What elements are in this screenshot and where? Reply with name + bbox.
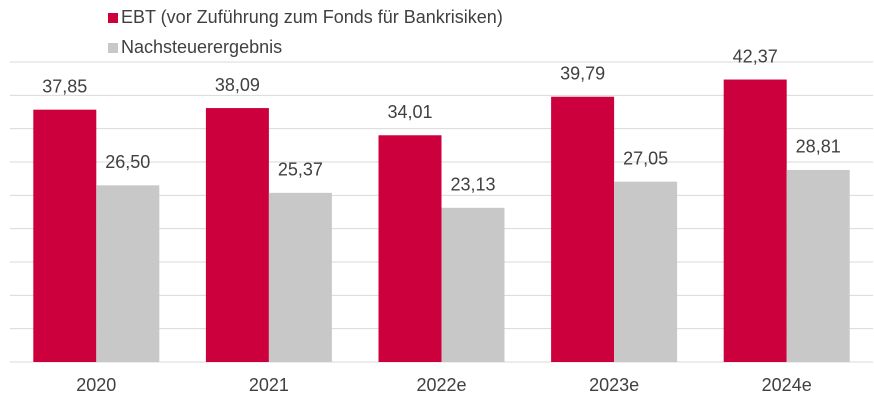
bar xyxy=(33,109,97,363)
value-label: 27,05 xyxy=(623,148,668,168)
bar xyxy=(551,96,615,362)
bar xyxy=(786,169,850,362)
x-tick-label: 2024e xyxy=(762,375,812,395)
value-label: 37,85 xyxy=(42,76,87,96)
legend-label: EBT (vor Zuführung zum Fonds für Bankris… xyxy=(121,7,503,27)
legend-swatch xyxy=(108,43,118,53)
value-label: 23,13 xyxy=(450,175,495,195)
legend-swatch xyxy=(108,13,118,23)
x-tick-label: 2022e xyxy=(416,375,466,395)
value-label: 38,09 xyxy=(215,75,260,95)
bar xyxy=(205,108,269,362)
value-label: 34,01 xyxy=(387,102,432,122)
bar xyxy=(96,185,160,362)
bar xyxy=(268,192,332,362)
x-tick-label: 2021 xyxy=(249,375,289,395)
bar xyxy=(614,181,678,362)
value-label: 28,81 xyxy=(796,137,841,157)
x-tick-label: 2020 xyxy=(76,375,116,395)
legend-label: Nachsteuerergebnis xyxy=(121,37,282,57)
value-label: 25,37 xyxy=(278,160,323,180)
value-label: 26,50 xyxy=(105,152,150,172)
value-label: 42,37 xyxy=(733,46,778,66)
bar xyxy=(378,135,442,362)
value-label: 39,79 xyxy=(560,63,605,83)
x-tick-label: 2023e xyxy=(589,375,639,395)
bar xyxy=(441,207,505,362)
bar xyxy=(723,79,787,363)
